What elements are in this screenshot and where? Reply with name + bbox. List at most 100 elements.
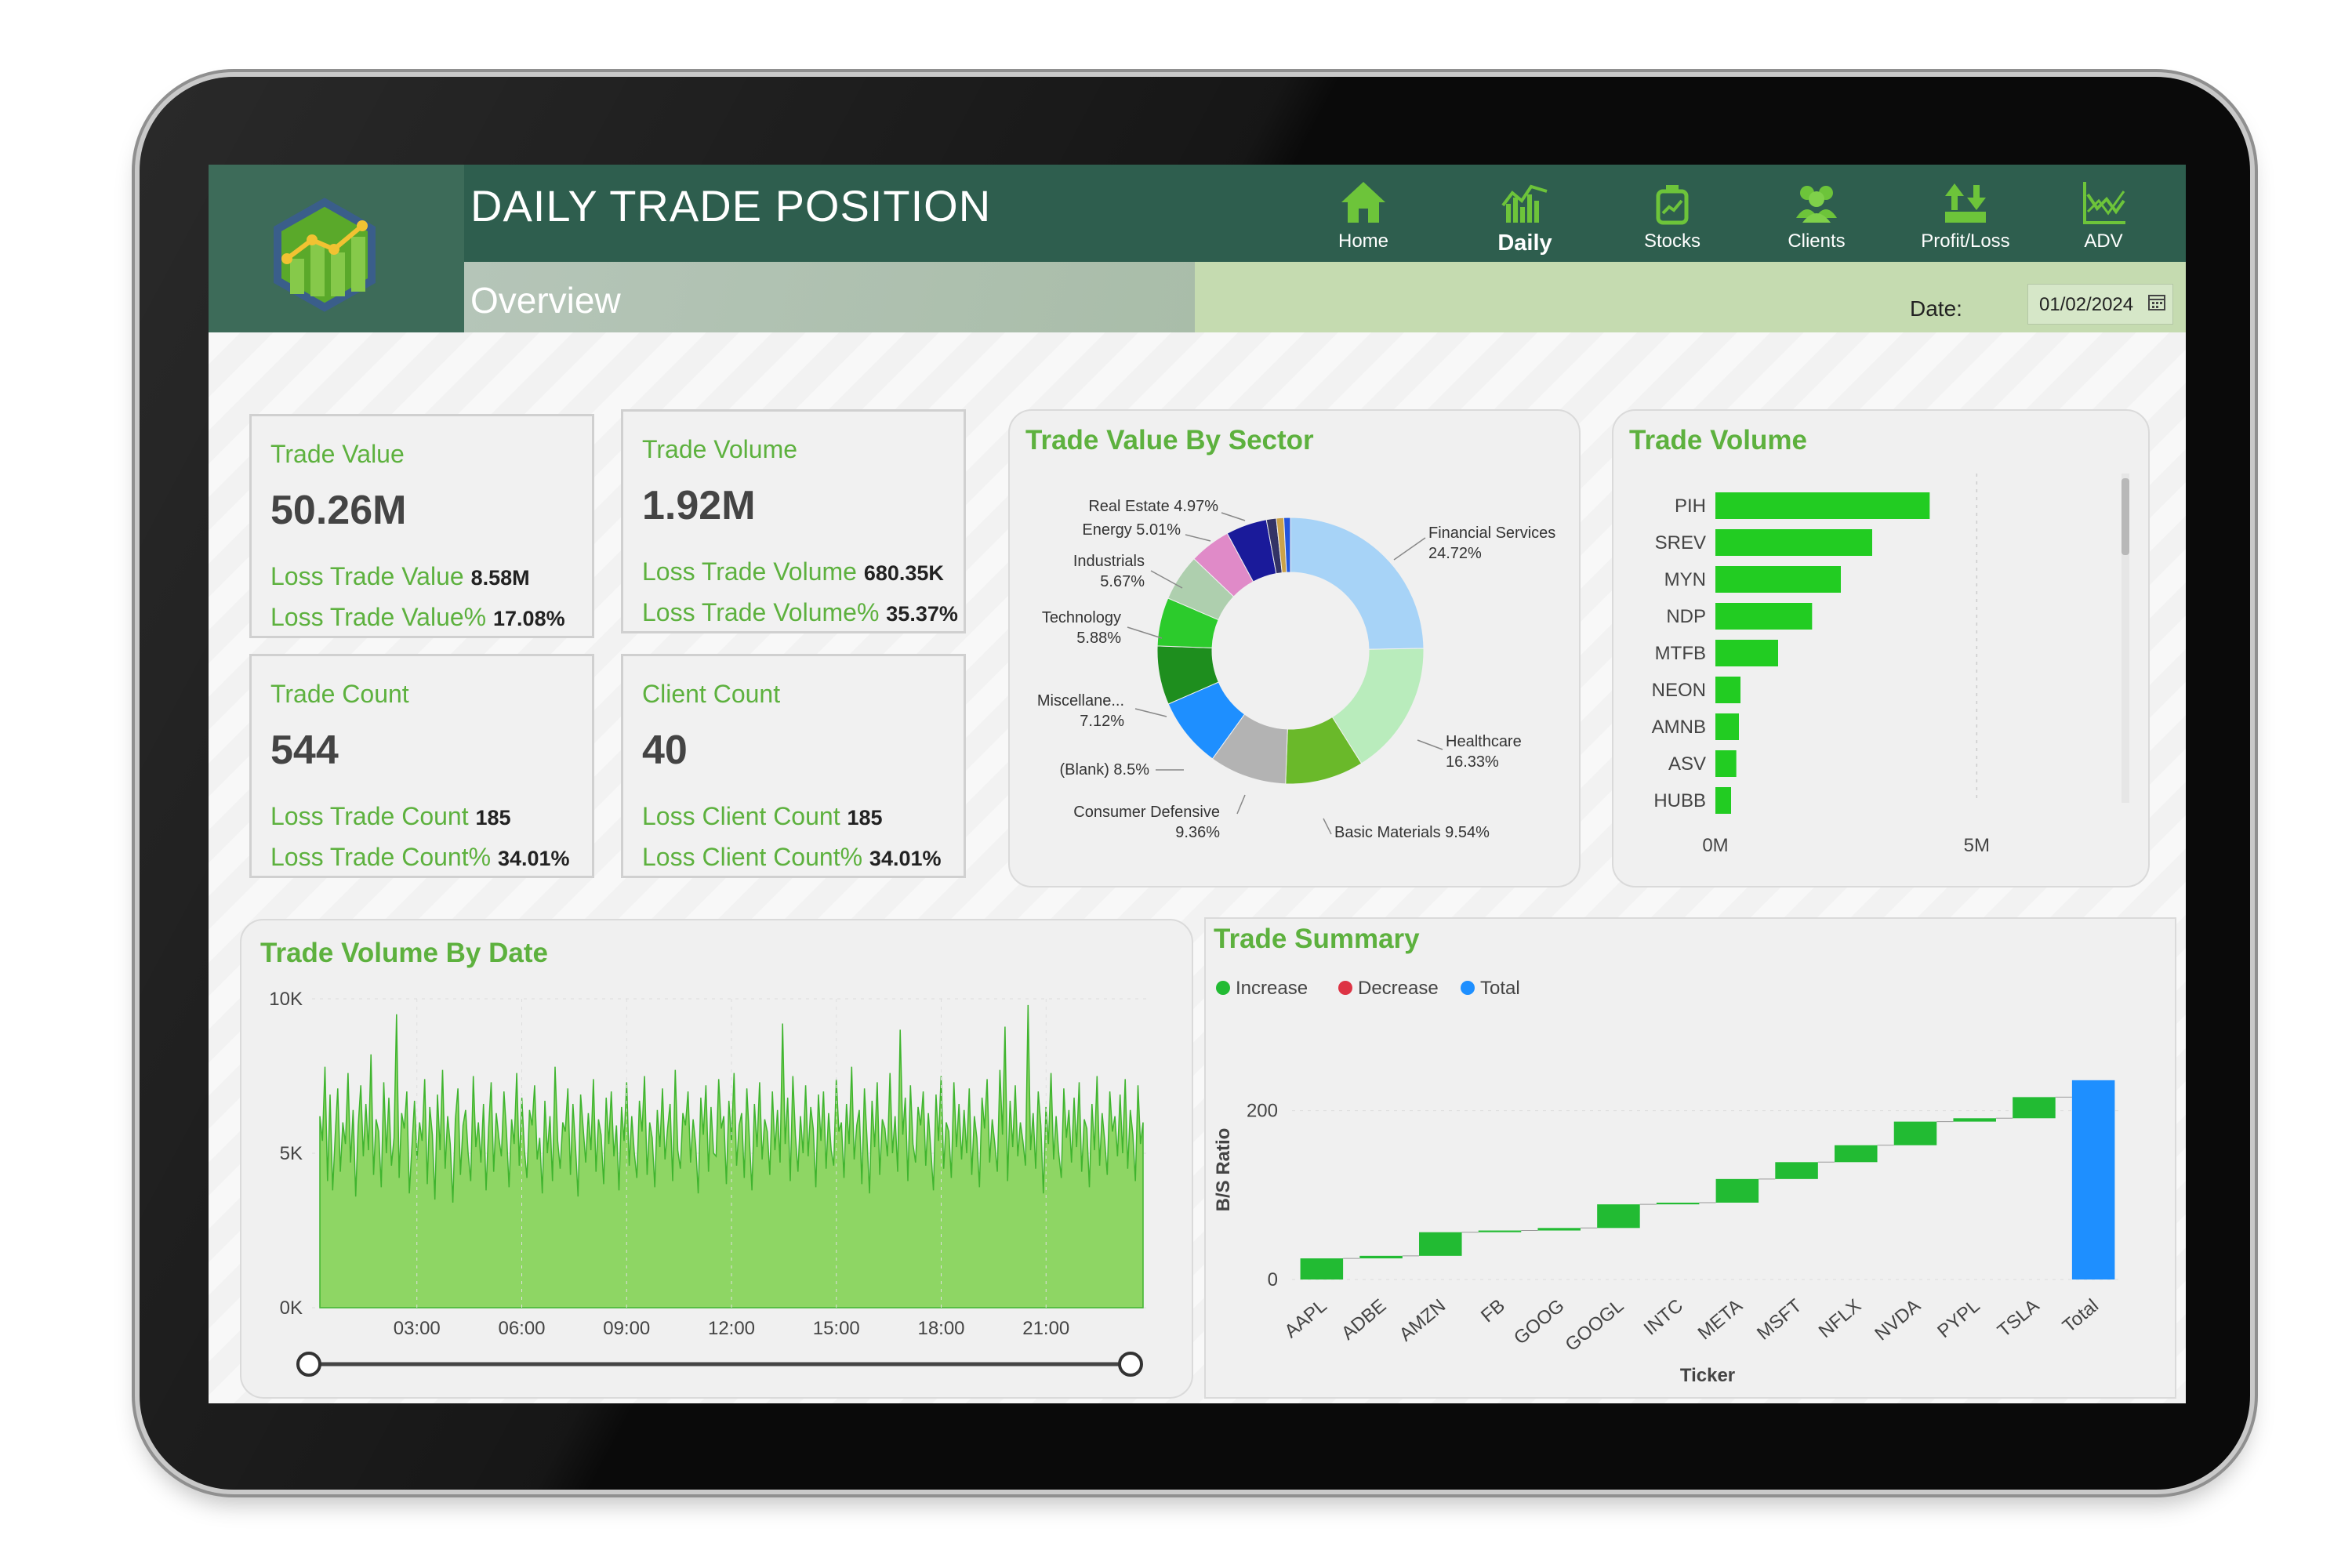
bar-category-label: NDP — [1666, 606, 1706, 627]
slice-pct: 5.88% — [1076, 630, 1121, 647]
trade-summary-waterfall-chart: Increase Decrease Total 200 0 B/S Ratio AAPL AD… — [1213, 978, 2123, 1386]
scrollbar-track — [2122, 474, 2129, 803]
kpi-loss-line: Loss Client Count 185 — [642, 802, 883, 831]
logo-area — [209, 165, 464, 332]
waterfall-bar — [1953, 1118, 1996, 1122]
nav-profit-loss-label: Profit/Loss — [1921, 230, 2010, 252]
legend-marker — [1216, 981, 1230, 995]
home-icon — [1341, 182, 1385, 223]
subtitle-bar — [464, 262, 1195, 332]
volume-by-date-chart: 10K 5K 0K 03:00 06:00 09:00 12:00 15:00 18:00 21:… — [269, 989, 1151, 1377]
date-picker[interactable]: 01/02/2024 — [2027, 284, 2173, 325]
calendar-icon[interactable] — [2147, 292, 2166, 311]
x-tick-label: INTC — [1640, 1295, 1687, 1340]
bar — [1715, 750, 1737, 777]
slice-leader-line — [1417, 739, 1443, 750]
panel-title: Trade Value By Sector — [1025, 425, 1314, 456]
clients-icon — [1796, 186, 1837, 223]
nav-clients[interactable]: Clients — [1758, 177, 1875, 252]
slice-leader-line — [1150, 570, 1183, 589]
kpi-loss-pct-line: Loss Trade Volume% 35.37% — [642, 598, 958, 627]
panel-title: Trade Volume — [1629, 425, 1807, 456]
kpi-loss-value: 680.35K — [863, 561, 944, 585]
nav-profit-loss[interactable]: Profit/Loss — [1907, 177, 2024, 252]
slice-label: (Blank) 8.5% — [1060, 761, 1150, 779]
kpi-loss-line: Loss Trade Value 8.58M — [270, 562, 530, 591]
panel-title: Trade Summary — [1214, 924, 1420, 954]
date-bar — [1195, 262, 2186, 332]
panel-sector: Trade Value By Sector Financial Services… — [1008, 409, 1581, 887]
x-tick-label: 12:00 — [708, 1318, 755, 1339]
nav-daily[interactable]: Daily — [1466, 177, 1584, 256]
slice-leader-line — [1134, 708, 1167, 717]
waterfall-bar — [1359, 1255, 1403, 1259]
x-tick-label: 18:00 — [917, 1318, 964, 1339]
kpi-trade-value: Trade Value 50.26M Loss Trade Value 8.58… — [249, 414, 594, 638]
slice-label: Consumer Defensive — [1073, 804, 1220, 821]
y-tick-label: 0K — [280, 1298, 303, 1319]
slice-label: Basic Materials 9.54% — [1334, 824, 1490, 841]
kpi-loss-pct-value: 34.01% — [497, 847, 570, 870]
profit-loss-icon — [1945, 183, 1986, 223]
x-tick-label: GOOGL — [1561, 1295, 1628, 1356]
donut-slice — [1290, 517, 1425, 650]
slice-leader-line — [1127, 626, 1163, 639]
x-tick-label: MSFT — [1753, 1295, 1806, 1345]
nav-adv[interactable]: ADV — [2045, 177, 2162, 252]
donut-slice — [1283, 517, 1291, 573]
slice-pct: 7.12% — [1080, 713, 1124, 730]
legend-label: Increase — [1236, 978, 1308, 999]
slice-pct: 9.36% — [1175, 824, 1220, 841]
bar — [1715, 603, 1813, 630]
x-tick-label: 09:00 — [603, 1318, 650, 1339]
kpi-title: Trade Value — [270, 440, 405, 468]
x-tick-label: 0M — [1702, 835, 1728, 856]
kpi-loss-pct-line: Loss Client Count% 34.01% — [642, 843, 942, 872]
bar-category-label: PIH — [1675, 495, 1706, 517]
bar — [1715, 492, 1930, 519]
kpi-title: Trade Count — [270, 680, 409, 708]
x-tick-label: 5M — [1964, 835, 1990, 856]
x-tick-label: AAPL — [1280, 1295, 1330, 1342]
y-tick-label: 5K — [280, 1143, 303, 1164]
y-axis-label: B/S Ratio — [1213, 1128, 1234, 1212]
x-tick-label: 06:00 — [498, 1318, 545, 1339]
kpi-loss-label: Loss Client Count — [642, 802, 840, 830]
kpi-loss-pct-line: Loss Trade Count% 34.01% — [270, 843, 570, 872]
nav-home-label: Home — [1338, 230, 1389, 252]
waterfall-bar — [1537, 1228, 1581, 1231]
legend-marker — [1338, 981, 1352, 995]
nav-home[interactable]: Home — [1305, 177, 1422, 252]
kpi-title: Trade Volume — [642, 435, 798, 463]
daily-chart-icon — [1501, 184, 1548, 223]
x-tick-label: TSLA — [1994, 1295, 2043, 1341]
slice-pct: 24.72% — [1428, 545, 1482, 562]
slice-label: Technology — [1042, 609, 1121, 626]
kpi-loss-pct-line: Loss Trade Value% 17.08% — [270, 603, 565, 632]
panel-trade-summary: Trade Summary Increase Decrease Total 200 0 B… — [1204, 917, 2176, 1399]
kpi-loss-label: Loss Trade Value — [270, 562, 464, 590]
kpi-value: 544 — [270, 728, 339, 773]
range-slider-handle-end — [1118, 1352, 1143, 1377]
slice-pct: 16.33% — [1446, 753, 1499, 771]
app-logo-icon — [274, 198, 376, 312]
kpi-value: 50.26M — [270, 488, 407, 533]
y-tick-label: 10K — [269, 989, 303, 1010]
waterfall-bar — [1893, 1121, 1937, 1145]
panel-trade-volume: Trade Volume PIH SREV MYN NDP MTFB NEON AMNB AS… — [1612, 409, 2150, 887]
x-tick-label: 03:00 — [394, 1318, 441, 1339]
kpi-loss-pct-label: Loss Trade Volume% — [642, 598, 880, 626]
trade-volume-bar-chart: PIH SREV MYN NDP MTFB NEON AMNB ASV HUBB 0M 5M — [1652, 474, 2129, 856]
nav-stocks[interactable]: Stocks — [1613, 177, 1731, 252]
kpi-loss-pct-label: Loss Trade Count% — [270, 843, 492, 871]
date-label: Date: — [1910, 296, 1962, 321]
x-tick-label: Total — [2059, 1295, 2103, 1337]
slice-leader-line — [1221, 512, 1246, 521]
waterfall-bar — [1775, 1162, 1818, 1179]
waterfall-bar — [1835, 1145, 1878, 1163]
kpi-loss-value: 8.58M — [470, 566, 530, 590]
kpi-loss-label: Loss Trade Count — [270, 802, 469, 830]
x-tick-label: NFLX — [1815, 1295, 1865, 1342]
x-tick-label: 21:00 — [1022, 1318, 1069, 1339]
page-title: DAILY TRADE POSITION — [470, 181, 992, 230]
